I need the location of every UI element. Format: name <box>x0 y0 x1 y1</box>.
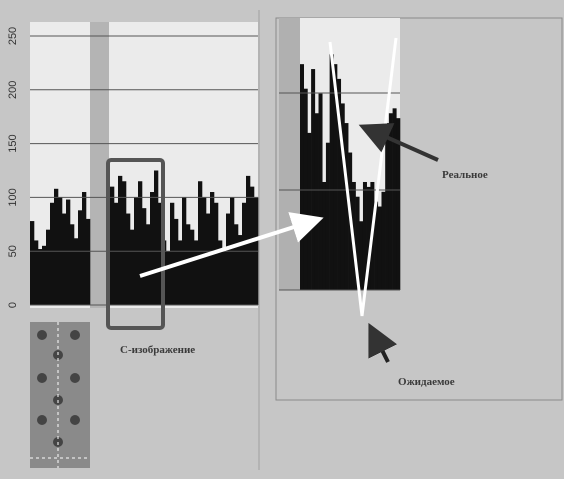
bar <box>126 213 131 305</box>
bar <box>34 240 39 305</box>
bar <box>325 142 330 290</box>
arrow <box>139 212 324 278</box>
bar <box>198 181 203 305</box>
left-chart: 0 50 100 150 200 250 <box>7 27 259 308</box>
bar <box>381 191 386 290</box>
bar <box>38 249 43 305</box>
y-tick-label: 0 <box>7 302 19 308</box>
arrow <box>358 123 439 162</box>
bar <box>355 196 360 290</box>
bar <box>82 192 87 305</box>
bar <box>359 221 364 290</box>
bar <box>344 123 349 290</box>
bar <box>78 210 83 305</box>
zoom-strip <box>279 18 300 290</box>
bar <box>206 213 211 305</box>
bar <box>337 78 342 291</box>
bar <box>210 192 215 305</box>
bar <box>70 224 75 305</box>
bar <box>142 208 147 305</box>
thumbnail <box>30 322 90 468</box>
bar <box>300 64 305 290</box>
bar <box>234 224 239 305</box>
bar <box>62 213 67 305</box>
bar <box>154 170 159 305</box>
bar <box>250 186 255 305</box>
bar <box>218 240 223 305</box>
bar <box>42 245 47 305</box>
bar <box>186 224 191 305</box>
bar <box>150 192 155 305</box>
bar <box>122 181 127 305</box>
bar <box>238 235 243 305</box>
bar <box>385 123 390 290</box>
bar <box>307 132 312 290</box>
bar <box>396 118 401 290</box>
bar <box>222 251 227 305</box>
bar <box>166 251 171 305</box>
bar <box>190 229 195 305</box>
bar <box>30 221 35 305</box>
bar <box>329 54 334 291</box>
annotation: Ожидаемое <box>398 376 455 388</box>
bar <box>194 240 199 305</box>
band <box>90 22 109 308</box>
selection-box <box>106 158 165 330</box>
bar <box>74 238 79 305</box>
bar <box>66 199 71 305</box>
bar <box>138 181 143 305</box>
bar <box>322 181 327 290</box>
bar <box>314 113 319 290</box>
annotation: Реальное <box>442 169 488 181</box>
bar <box>226 213 231 305</box>
arrow <box>368 322 398 363</box>
bar <box>362 181 367 290</box>
bar <box>50 202 55 305</box>
bar <box>178 240 183 305</box>
zoom-chart <box>300 54 401 291</box>
bar <box>130 229 135 305</box>
y-tick-label: 100 <box>7 188 19 206</box>
bar <box>170 202 175 305</box>
bar <box>318 93 323 290</box>
bar <box>311 69 316 290</box>
bar <box>46 229 51 305</box>
bar <box>158 202 163 305</box>
bar <box>114 202 119 305</box>
bar <box>377 206 382 290</box>
bar <box>392 108 397 290</box>
bar <box>388 113 393 290</box>
y-tick-label: 150 <box>7 134 19 152</box>
bar <box>174 218 179 305</box>
y-tick-label: 200 <box>7 81 19 99</box>
y-tick-label: 50 <box>7 245 19 257</box>
bar <box>118 175 123 305</box>
bar <box>110 186 115 305</box>
bar <box>54 188 59 305</box>
annotation: С-изображение <box>120 344 195 356</box>
bar <box>146 224 151 305</box>
bar <box>333 64 338 290</box>
y-tick-label: 250 <box>7 27 19 45</box>
bar <box>214 202 219 305</box>
bar <box>366 186 371 290</box>
bar <box>242 202 247 305</box>
bar <box>303 88 308 290</box>
bar <box>340 103 345 291</box>
bar <box>374 201 379 290</box>
bar <box>86 218 91 305</box>
